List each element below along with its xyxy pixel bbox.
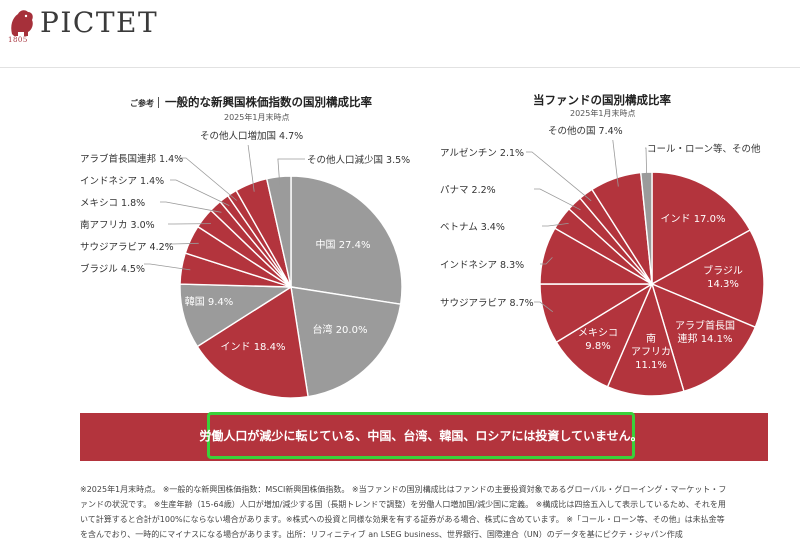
slice-label: パナマ 2.2% [440,185,496,196]
leader-line [160,201,222,213]
slice-label: インド 17.0% [661,214,726,225]
slice-label: サウジアラビア 8.7% [440,298,534,309]
pie-slice-1-1 [650,229,765,329]
slice-label: インド 18.4% [221,342,286,353]
slice-label: アルゼンチン 2.1% [440,147,524,159]
brand-year: 1805 [8,36,28,44]
leader-line [645,147,648,182]
lion-crest-icon [11,10,33,36]
leader-line [166,242,199,245]
leader-line [540,257,553,265]
leader-line [144,263,191,271]
notice-banner [80,413,768,461]
footnote-line: ァンドの状況です。 ※生産年齢（15-64歳）人口が増加/減少する国（長期トレン… [80,500,726,509]
pie-slice-1-2 [650,282,757,393]
right-chart-subtitle: 2025年1月末時点 [570,109,636,118]
banner-highlight [207,412,635,459]
footnote-line: を含んでおり、一時的にマイナスになる場合があります。出所：リフィニティブ an … [80,530,683,539]
slice-label: 南アフリカ 3.0% [80,219,155,231]
slice-label: サウジアラビア 4.2% [80,242,174,253]
left-chart-title: 一般的な新興国株価指数の国別構成比率 [165,95,372,109]
slice-label: その他人口減少国 3.5% [307,154,410,166]
pie-slice-0-1 [290,286,402,398]
pie-slice-1-0 [651,171,752,286]
banner-text: 労働人口が減少に転じている、中国、台湾、韓国、ロシアには投資していません。 [199,429,643,443]
leader-line [180,157,237,201]
leader-line [247,144,255,192]
slice-label: ベトナム 3.4% [440,222,505,233]
slice-label: ブラジル 14.3% [703,264,743,290]
slice-label: 中国 27.4% [316,238,371,251]
footnotes: ※2025年1月末時点。 ※一般的な新興国株価指数：MSCI新興国株価指数。 ※… [80,482,770,542]
brand-logo[interactable]: PICTET [40,6,159,39]
slice-label: コール・ローン等、その他 [647,143,761,155]
header: PICTET 1805 [0,0,800,50]
slice-label: 南アフリカ 11.1% [631,332,671,371]
slice-label: アラブ首長国連邦 1.4% [80,153,183,165]
slice-label: インドネシア 8.3% [440,260,524,271]
reference-label: ご参考 [130,99,154,108]
leader-line [277,158,305,186]
left-chart-title-wrap: ご参考 一般的な新興国株価指数の国別構成比率 [130,94,372,110]
right-chart-title: 当ファンドの国別構成比率 [533,93,671,107]
slice-label: インドネシア 1.4% [80,176,164,187]
footnote-line: いて計算すると合計が100%にならない場合があります。※株式への投資と同様な効果… [80,515,725,524]
slice-label: 韓国 9.4% [185,296,234,308]
header-divider [0,67,800,68]
slice-label: その他の国 7.4% [548,125,623,137]
leader-line [170,179,230,206]
leader-line [542,223,569,227]
pie-slice-0-0 [290,175,403,306]
slice-label: メキシコ 9.8% [578,328,618,352]
left-chart-subtitle: 2025年1月末時点 [224,113,290,122]
leader-line [526,151,592,202]
pie-slice-1-3 [606,281,685,397]
leader-line [534,188,581,211]
leader-line [612,139,619,187]
reference-divider [158,97,159,108]
leader-line [534,301,554,313]
slice-label: 台湾 20.0% [313,323,368,336]
slice-label: メキシコ 1.8% [80,198,145,209]
slice-label: アラブ首長国連邦 14.1% [675,319,735,345]
footnote-line: ※2025年1月末時点。 ※一般的な新興国株価指数：MSCI新興国株価指数。 ※… [80,485,727,494]
pie-slice-0-2 [196,285,309,399]
slice-label: ブラジル 4.5% [80,263,145,275]
slice-label: その他人口増加国 4.7% [200,130,303,142]
